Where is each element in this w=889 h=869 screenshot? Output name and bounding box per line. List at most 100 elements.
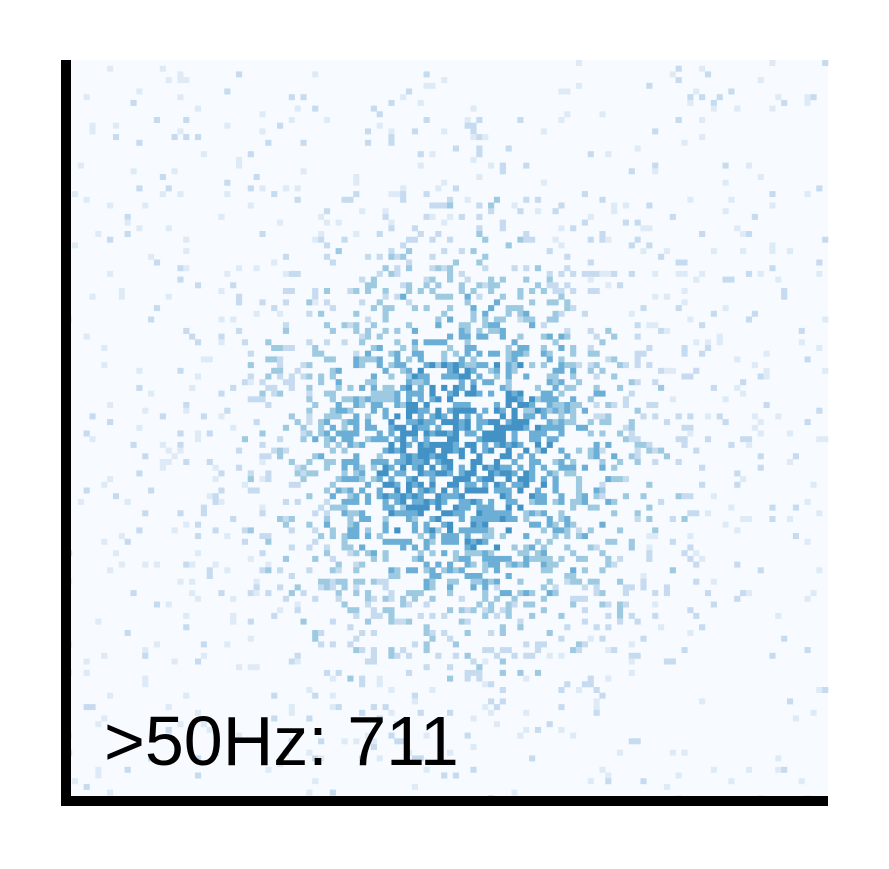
heatmap-cell <box>341 504 348 511</box>
heatmap-cell <box>611 561 618 568</box>
heatmap-cell <box>136 367 143 374</box>
heatmap-cell <box>687 607 694 614</box>
heatmap-cell <box>429 82 436 89</box>
heatmap-cell <box>488 367 495 374</box>
heatmap-cell <box>376 122 383 129</box>
heatmap-cell <box>435 498 442 505</box>
heatmap-cell <box>347 675 354 682</box>
heatmap-cell <box>605 778 612 785</box>
heatmap-cell <box>470 538 477 545</box>
heatmap-cell <box>142 652 149 659</box>
heatmap-cell <box>564 265 571 272</box>
heatmap-cell <box>423 498 430 505</box>
heatmap-cell <box>740 476 747 483</box>
heatmap-cell <box>476 498 483 505</box>
heatmap-cell <box>558 498 565 505</box>
heatmap-cell <box>464 498 471 505</box>
heatmap-cell <box>382 413 389 420</box>
heatmap-cell <box>359 487 366 494</box>
heatmap-cell <box>482 316 489 323</box>
heatmap-cell <box>212 493 219 500</box>
heatmap-cell <box>452 362 460 369</box>
heatmap-cell <box>511 367 518 374</box>
heatmap-cell <box>452 550 460 557</box>
heatmap-cell <box>470 105 477 112</box>
heatmap-cell <box>194 436 202 443</box>
heatmap-cell <box>493 282 501 289</box>
heatmap-cell <box>722 521 729 528</box>
heatmap-cell <box>488 698 495 705</box>
heatmap-cell <box>423 453 430 460</box>
heatmap-cell <box>529 299 536 306</box>
heatmap-cell <box>318 504 325 511</box>
heatmap-cell <box>775 766 782 773</box>
heatmap-cell <box>370 322 377 329</box>
heatmap-cell <box>587 453 594 460</box>
heatmap-cell <box>312 692 319 699</box>
heatmap-cell <box>394 738 401 745</box>
heatmap-cell <box>640 578 647 585</box>
heatmap-cell <box>288 516 295 522</box>
heatmap-cell <box>447 675 454 682</box>
heatmap-cell <box>558 390 565 397</box>
heatmap-cell <box>277 567 284 574</box>
heatmap-cell <box>570 732 577 739</box>
heatmap-cell <box>429 635 436 642</box>
heatmap-cell <box>476 413 483 420</box>
heatmap-cell <box>646 202 653 209</box>
heatmap-cell <box>130 441 137 448</box>
heatmap-cell <box>792 504 799 511</box>
heatmap-cell <box>511 516 518 522</box>
heatmap-cell <box>529 476 536 483</box>
heatmap-cell <box>329 259 336 266</box>
heatmap-cell <box>347 550 354 557</box>
heatmap-cell <box>505 470 512 477</box>
heatmap-cell <box>488 470 495 477</box>
heatmap-cell <box>447 470 454 477</box>
heatmap-cell <box>218 213 225 220</box>
heatmap-cell <box>394 339 401 346</box>
heatmap-cell <box>505 373 512 380</box>
heatmap-cell <box>570 567 577 574</box>
heatmap-cell <box>382 407 389 414</box>
heatmap-cell <box>652 293 659 300</box>
heatmap-cell <box>235 464 243 471</box>
heatmap-cell <box>570 573 577 579</box>
heatmap-cell <box>482 236 489 243</box>
heatmap-cell <box>476 504 483 511</box>
heatmap-cell <box>441 447 448 454</box>
heatmap-cell <box>593 578 600 585</box>
heatmap-cell <box>786 516 794 522</box>
heatmap-cell <box>493 704 501 711</box>
heatmap-cell <box>552 367 559 374</box>
heatmap-cell <box>247 151 254 158</box>
heatmap-cell <box>353 441 360 448</box>
heatmap-cell <box>499 687 506 693</box>
heatmap-cell <box>452 350 460 357</box>
heatmap-cell <box>364 516 372 522</box>
heatmap-cell <box>505 612 512 619</box>
heatmap-cell <box>312 527 319 534</box>
heatmap-cell <box>470 356 477 363</box>
heatmap-cell <box>124 630 131 636</box>
heatmap-cell <box>247 487 254 494</box>
heatmap-cell <box>464 362 471 369</box>
heatmap-cell <box>470 310 477 317</box>
heatmap-cell <box>353 635 360 642</box>
heatmap-cell <box>183 561 190 568</box>
heatmap-cell <box>318 453 325 460</box>
heatmap-cell <box>529 464 536 471</box>
heatmap-cell <box>411 345 418 351</box>
heatmap-cell <box>611 647 618 654</box>
heatmap-cell <box>740 436 747 443</box>
heatmap-cell <box>634 356 641 363</box>
heatmap-cell <box>405 88 413 95</box>
heatmap-cell <box>716 339 723 346</box>
heatmap-cell <box>265 453 272 460</box>
heatmap-cell <box>95 766 102 773</box>
heatmap-cell <box>288 573 295 579</box>
heatmap-cell <box>546 590 553 597</box>
heatmap-cell <box>499 470 506 477</box>
heatmap-cell <box>452 476 460 483</box>
heatmap-cell <box>534 521 542 528</box>
